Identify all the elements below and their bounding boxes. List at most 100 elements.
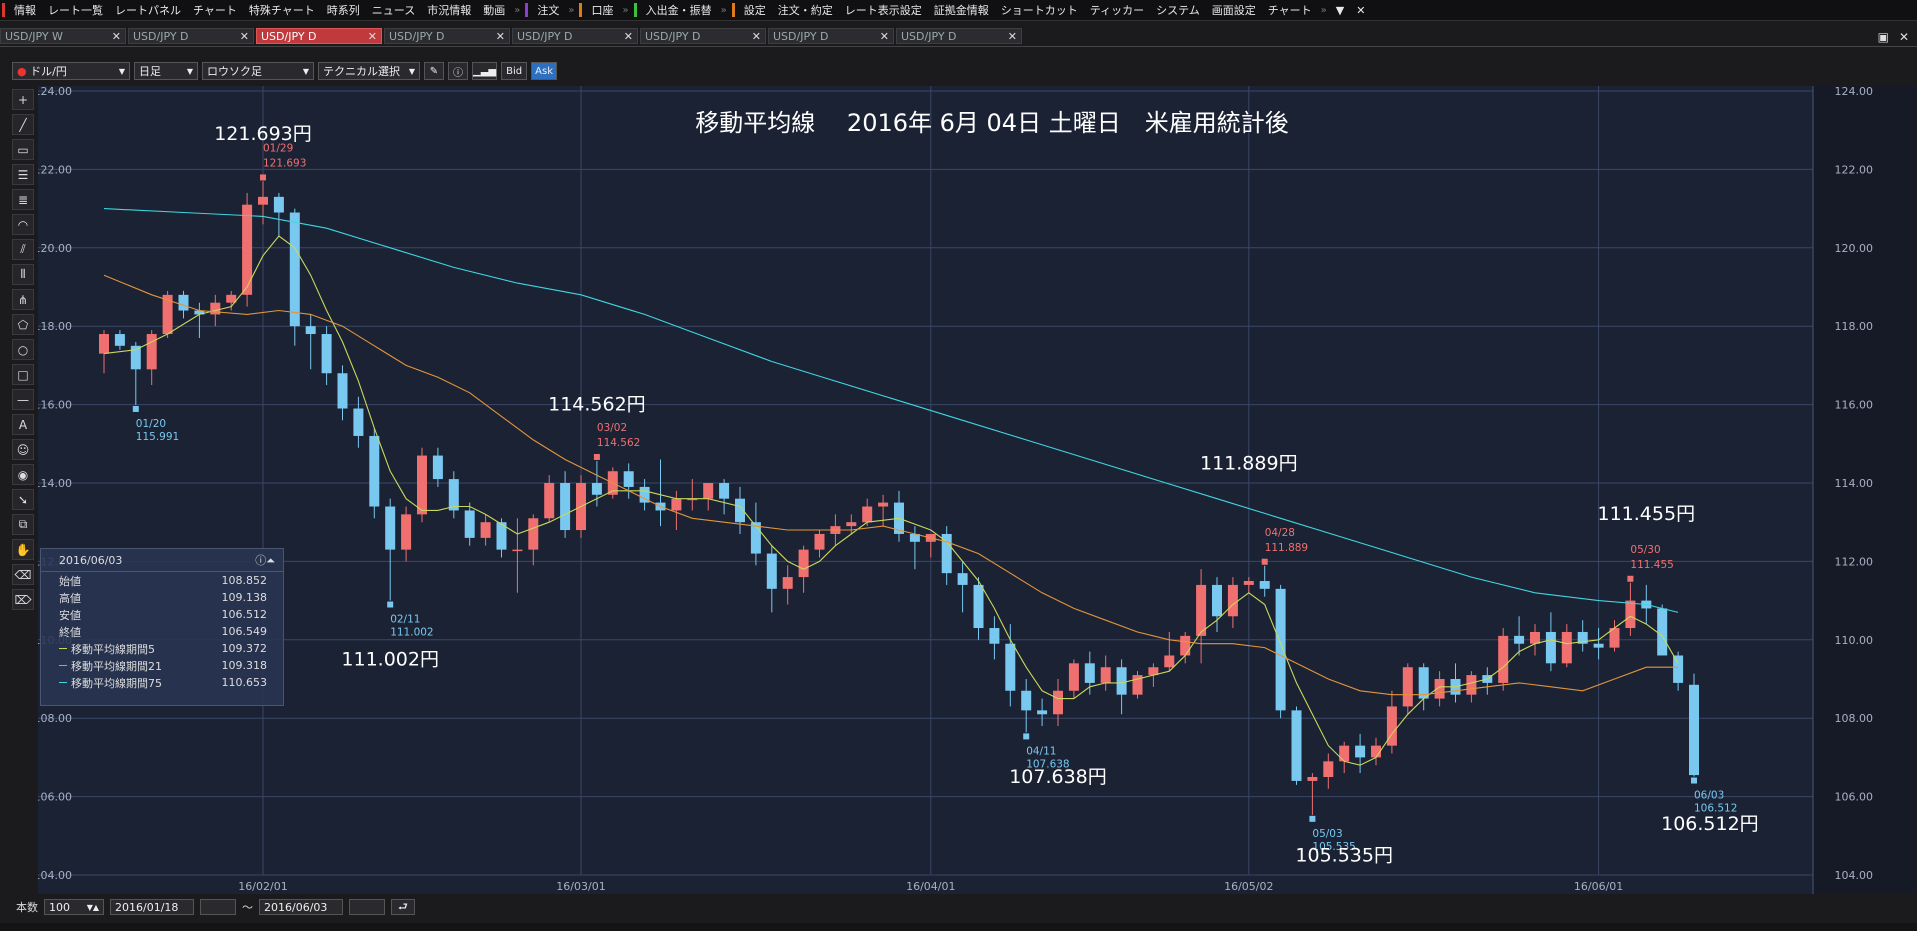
stepper-icon[interactable]: ▼▲	[86, 902, 99, 912]
menu-item[interactable]: 口座	[591, 4, 614, 17]
menu-item[interactable]: 注文	[537, 4, 560, 17]
candle-body	[1418, 667, 1429, 699]
menu-item[interactable]: チャート	[1267, 4, 1312, 17]
candle-body	[1545, 631, 1556, 664]
candle-body	[1498, 635, 1509, 683]
channel-icon[interactable]: ≣	[12, 189, 34, 210]
info-row-label: 安値	[59, 607, 81, 623]
menu-item[interactable]: 特殊チャート	[248, 4, 315, 17]
timeframe-select[interactable]: 日足 ▼	[134, 62, 198, 80]
menu-item[interactable]: ショートカット	[1000, 4, 1078, 17]
ask-button[interactable]: Ask	[531, 62, 558, 80]
menu-item[interactable]: ニュース	[371, 4, 416, 17]
pentagon-icon[interactable]: ⬠	[12, 314, 34, 335]
text-icon[interactable]: A	[12, 414, 34, 435]
tab-close-icon[interactable]: ✕	[1007, 29, 1017, 43]
y-tick-label-right: 120.00	[1835, 242, 1874, 255]
menu-overflow-icon[interactable]: »	[514, 4, 521, 16]
panel-toggle-icon[interactable]: ⓘ⏶	[255, 554, 275, 567]
chart-tab[interactable]: USD/JPY D ✕	[768, 28, 894, 44]
menu-item[interactable]: 設定	[743, 4, 766, 17]
chart-tab[interactable]: USD/JPY D ✕	[128, 28, 254, 44]
menu-dropdown-icon[interactable]: ▼	[1335, 3, 1345, 17]
chart-tab[interactable]: USD/JPY D ✕	[640, 28, 766, 44]
marker-date: 04/11	[1026, 745, 1056, 757]
arc-icon[interactable]: ◠	[12, 214, 34, 235]
volume-button[interactable]: ▁▃▅	[472, 62, 498, 80]
tab-close-icon[interactable]: ✕	[623, 29, 633, 43]
chart-tab[interactable]: USD/JPY D ✕	[384, 28, 510, 44]
menu-overflow-icon[interactable]: »	[568, 4, 575, 16]
chart-tab[interactable]: USD/JPY W ✕	[0, 28, 126, 44]
menu-item[interactable]: チャート	[193, 4, 237, 17]
menu-item[interactable]: システム	[1156, 4, 1200, 17]
menu-item[interactable]: 動画	[483, 4, 506, 17]
tab-close-icon[interactable]: ✕	[879, 29, 889, 43]
candle-body	[258, 196, 268, 205]
close-window-icon[interactable]: ✕	[1898, 30, 1909, 44]
pitchfork-icon[interactable]: ⋔	[12, 289, 34, 310]
ruler-icon[interactable]: ▭	[12, 139, 34, 160]
menu-close-icon[interactable]: ✕	[1356, 3, 1366, 17]
copy-icon[interactable]: ⧉	[12, 514, 34, 535]
count-label: 本数	[16, 901, 38, 914]
menu-item[interactable]: 注文・約定	[777, 4, 833, 17]
emoji-icon[interactable]: ☺	[12, 439, 34, 460]
menu-item[interactable]: レート一覧	[48, 4, 103, 17]
menu-item[interactable]: 証拠金情報	[933, 4, 989, 17]
menu-overflow-icon[interactable]: »	[720, 4, 727, 16]
tab-close-icon[interactable]: ✕	[111, 29, 121, 43]
to-date: 2016/06/03	[264, 900, 328, 914]
pen-button[interactable]: ✎	[424, 62, 444, 80]
menu-item[interactable]: 画面設定	[1211, 4, 1256, 17]
menu-item[interactable]: 入出金・振替	[645, 4, 712, 17]
menu-overflow-icon[interactable]: »	[622, 4, 629, 16]
menu-item[interactable]: 情報	[14, 4, 36, 17]
currency-pair-select[interactable]: ● ドル/円 ▼	[12, 62, 130, 80]
chart-type-select[interactable]: ロウソク足 ▼	[202, 62, 314, 80]
crosshair-icon[interactable]: +	[12, 89, 34, 110]
hlines-icon[interactable]: ☰	[12, 164, 34, 185]
rectangle-icon[interactable]: □	[12, 364, 34, 385]
menu-item[interactable]: ティッカー	[1089, 4, 1145, 17]
menu-item[interactable]: レート表示設定	[844, 4, 922, 17]
menu-item[interactable]: レートパネル	[115, 4, 181, 17]
tab-close-icon[interactable]: ✕	[239, 29, 249, 43]
from-date: 2016/01/18	[115, 900, 179, 914]
eraser-all-icon[interactable]: ⌦	[12, 589, 34, 610]
from-time-field[interactable]	[200, 899, 236, 915]
from-date-field[interactable]: 2016/01/18	[110, 899, 194, 915]
hline-icon[interactable]: —	[12, 389, 34, 410]
info-date: 2016/06/03	[59, 553, 123, 567]
chart-tab[interactable]: USD/JPY D ✕	[256, 28, 382, 44]
to-time-field[interactable]	[349, 899, 385, 915]
vlines-icon[interactable]: ⦀	[12, 264, 34, 285]
tab-close-icon[interactable]: ✕	[495, 29, 505, 43]
badge-icon[interactable]: ◉	[12, 464, 34, 485]
menu-item[interactable]: 時系列	[326, 4, 360, 17]
tab-close-icon[interactable]: ✕	[751, 29, 761, 43]
arrow-icon[interactable]: ➘	[12, 489, 34, 510]
line-icon[interactable]: ╱	[12, 114, 34, 135]
maximize-icon[interactable]: ▣	[1877, 30, 1889, 44]
hand-icon[interactable]: ✋	[12, 539, 34, 560]
circle-icon[interactable]: ○	[12, 339, 34, 360]
chart-tab[interactable]: USD/JPY D ✕	[512, 28, 638, 44]
info-button[interactable]: ⓘ	[448, 62, 468, 80]
tab-close-icon[interactable]: ✕	[367, 29, 377, 43]
fan-icon[interactable]: ⫽	[12, 239, 34, 260]
info-row-value: 108.852	[221, 574, 268, 587]
candle-body	[528, 518, 539, 550]
info-row: 移動平均線期間21 109.318	[41, 657, 283, 674]
technical-select[interactable]: テクニカル選択 ▼	[318, 62, 420, 80]
price-chart[interactable]: 104.00 104.00 106.00 106.00 108.00 108.00 110.…	[38, 86, 1917, 894]
chart-tab[interactable]: USD/JPY D ✕	[896, 28, 1022, 44]
apply-button[interactable]: ⮐	[391, 899, 415, 915]
count-field[interactable]: 100 ▼▲	[44, 899, 104, 915]
info-row-value: 109.372	[221, 642, 268, 655]
bid-button[interactable]: Bid	[501, 62, 528, 80]
to-date-field[interactable]: 2016/06/03	[259, 899, 343, 915]
menu-item[interactable]: 市況情報	[427, 4, 472, 17]
menu-overflow-icon[interactable]: »	[1320, 4, 1327, 16]
eraser-icon[interactable]: ⌫	[12, 564, 34, 585]
